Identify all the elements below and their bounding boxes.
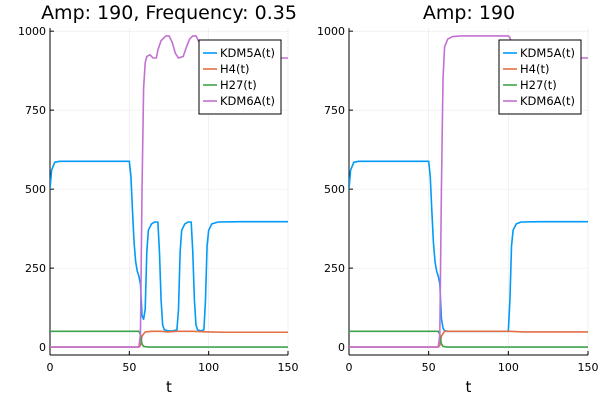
legend-entry: H27(t) [220,78,257,92]
x-tick-label: 0 [346,361,353,374]
x-tick-label: 0 [47,361,54,374]
y-tick-label: 0 [39,341,46,354]
x-tick-label: 150 [278,361,299,374]
y-tick-label: 250 [25,262,46,275]
x-tick-label: 50 [422,361,436,374]
x-tick-label: 150 [578,361,599,374]
series-line-h27t [50,330,288,348]
series-line-h27t [349,330,588,348]
chart-title: Amp: 190, Frequency: 0.35 [41,2,297,24]
series-line-kdm5at [349,160,588,333]
y-tick-label: 0 [338,341,345,354]
series-line-kdm5at [50,160,288,332]
legend-entry: KDM6A(t) [220,94,275,108]
x-axis-label: t [466,378,472,396]
y-tick-label: 1000 [18,25,46,38]
legend-entry: KDM5A(t) [220,46,275,60]
x-axis-label: t [166,378,172,396]
legend: KDM5A(t) H4(t) H27(t) KDM6A(t) [498,39,582,115]
y-tick-label: 500 [25,183,46,196]
y-tick-label: 250 [324,262,345,275]
chart-title: Amp: 190 [423,2,515,24]
y-tick-label: 750 [324,104,345,117]
series-group [349,35,588,348]
legend-entry: H4(t) [520,62,549,76]
y-tick-label: 500 [324,183,345,196]
legend-entry: KDM6A(t) [520,94,575,108]
legend-entry: H4(t) [220,62,249,76]
x-tick-label: 50 [122,361,136,374]
subplot-2: 0 50 100 150 0 250 500 750 1000 Amp: 190 t KDM5A(t)… [317,2,599,396]
x-tick-label: 100 [198,361,219,374]
legend-entry: H27(t) [520,78,557,92]
y-tick-label: 1000 [317,25,345,38]
y-tick-label: 750 [25,104,46,117]
x-tick-label: 100 [498,361,519,374]
legend: KDM5A(t) H4(t) H27(t) KDM6A(t) [198,39,282,115]
legend-entry: KDM5A(t) [520,46,575,60]
